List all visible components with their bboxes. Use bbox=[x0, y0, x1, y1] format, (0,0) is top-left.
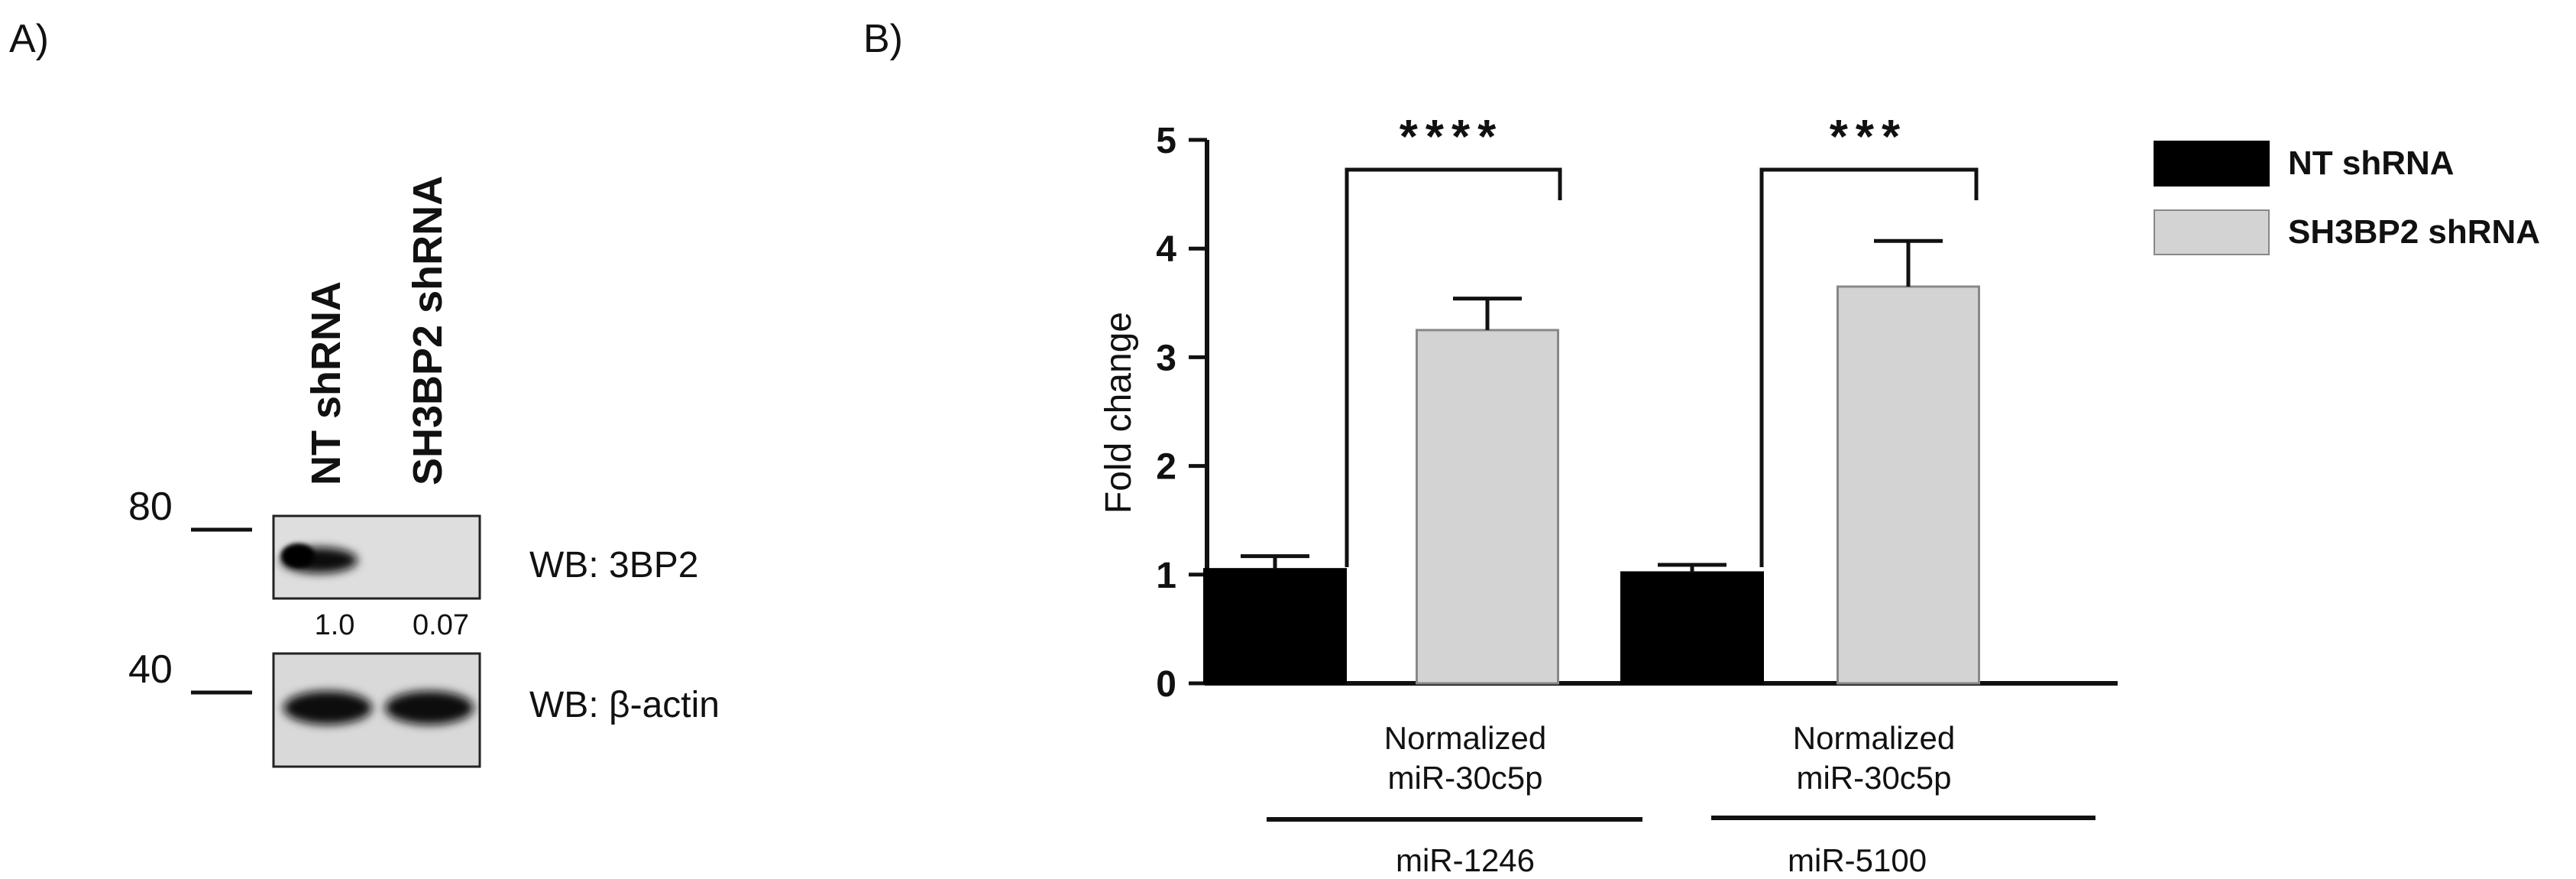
group-2-line2: miR-30c5p bbox=[1796, 760, 1951, 796]
group-1-sub: miR-1246 bbox=[1396, 842, 1535, 878]
y-ticks: 0 1 2 3 4 5 bbox=[1156, 121, 1207, 705]
bar-sh3bp2-mir-1246 bbox=[1416, 329, 1559, 685]
bar-sh3bp2-mir-5100 bbox=[1837, 285, 1980, 685]
blot-3bp2 bbox=[272, 514, 481, 600]
error-bars-layer bbox=[1241, 238, 1943, 572]
legend-swatch-nt bbox=[2154, 141, 2270, 187]
significance-bracket-2 bbox=[1759, 167, 1979, 567]
y-tick-label: 2 bbox=[1156, 447, 1176, 488]
significance-bracket-1 bbox=[1345, 167, 1562, 567]
band-actin-sh3bp2 bbox=[385, 691, 474, 725]
y-axis-label: Fold change bbox=[1099, 312, 1139, 514]
legend-label-nt: NT shRNA bbox=[2288, 144, 2455, 182]
y-tick-label: 0 bbox=[1156, 664, 1176, 705]
group-1-line1: Normalized bbox=[1384, 720, 1546, 756]
quant-sh3bp2: 0.07 bbox=[413, 609, 469, 641]
blot-actin-name: WB: β-actin bbox=[529, 685, 720, 725]
blot-3bp2-name: WB: 3BP2 bbox=[529, 545, 698, 585]
bar-nt-mir-5100 bbox=[1620, 571, 1764, 685]
legend-label-sh3bp2: SH3BP2 shRNA bbox=[2288, 213, 2540, 251]
lane-label-sh3bp2: SH3BP2 shRNA bbox=[405, 176, 451, 485]
band-actin-nt bbox=[283, 691, 372, 725]
legend: NT shRNA SH3BP2 shRNA bbox=[2154, 141, 2540, 255]
significance-stars-2: *** bbox=[1830, 111, 1908, 164]
group-2-line1: Normalized bbox=[1793, 720, 1955, 756]
bars-layer bbox=[1203, 285, 1980, 685]
marker-40: 40 bbox=[128, 647, 173, 692]
y-tick-label: 5 bbox=[1156, 121, 1176, 161]
panel-a-label: A) bbox=[9, 17, 49, 61]
group-2-sub: miR-5100 bbox=[1788, 842, 1927, 878]
blot-beta-actin bbox=[272, 652, 481, 768]
y-tick-label: 1 bbox=[1156, 556, 1176, 596]
significance-stars-1: **** bbox=[1400, 111, 1504, 164]
y-tick-label: 4 bbox=[1156, 229, 1176, 270]
quant-nt: 1.0 bbox=[315, 609, 355, 641]
group-1-line2: miR-30c5p bbox=[1387, 760, 1542, 796]
y-tick-label: 3 bbox=[1156, 338, 1176, 378]
lane-label-nt: NT shRNA bbox=[303, 281, 349, 485]
bar-nt-mir-1246 bbox=[1203, 568, 1347, 685]
panel-b-label: B) bbox=[863, 17, 903, 61]
marker-80: 80 bbox=[128, 485, 173, 529]
legend-swatch-sh3bp2 bbox=[2154, 209, 2270, 255]
